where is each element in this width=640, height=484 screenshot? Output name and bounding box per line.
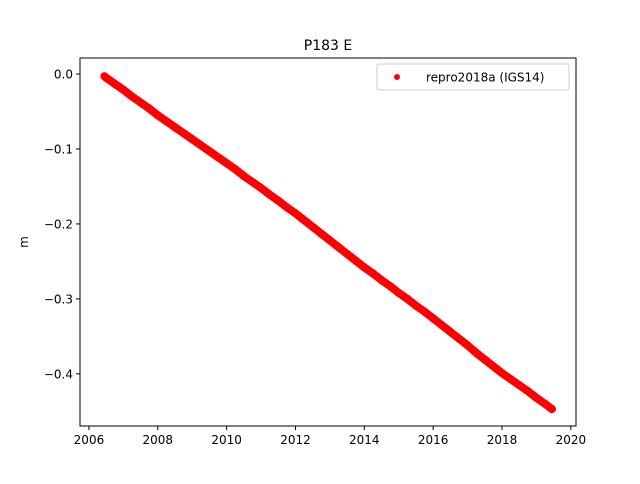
data-point (386, 282, 395, 291)
data-point (497, 369, 506, 378)
data-point (127, 92, 136, 101)
data-point (523, 387, 532, 396)
x-tick-label: 2008 (143, 433, 174, 447)
data-point (547, 405, 556, 414)
data-point (274, 196, 283, 205)
data-point (205, 147, 214, 156)
data-point (282, 203, 291, 212)
data-point (231, 165, 240, 174)
y-tick-label: 0.0 (54, 68, 73, 82)
data-point (351, 256, 360, 265)
data-point (472, 348, 481, 357)
data-point (480, 355, 489, 364)
data-point (420, 307, 429, 316)
data-point (368, 269, 377, 278)
legend-box (376, 63, 570, 91)
data-point (136, 98, 145, 107)
data-point (257, 183, 266, 192)
data-point (541, 399, 550, 408)
y-tick-label: −0.3 (44, 292, 73, 306)
data-point (463, 341, 472, 350)
data-point (437, 321, 446, 330)
data-point (196, 141, 205, 150)
data-point (300, 216, 309, 225)
data-point (317, 229, 326, 238)
data-point (291, 209, 300, 218)
data-point (532, 393, 541, 402)
data-point (360, 263, 369, 272)
x-tick-label: 2010 (211, 433, 242, 447)
data-point (446, 327, 455, 336)
data-point (145, 104, 154, 113)
data-point (162, 117, 171, 126)
y-tick-label: −0.2 (44, 217, 73, 231)
legend: repro2018a (IGS14) (376, 63, 570, 91)
data-point (188, 135, 197, 144)
data-point (308, 222, 317, 231)
y-tick-label: −0.1 (44, 142, 73, 156)
legend-marker (394, 74, 400, 80)
data-point (239, 171, 248, 180)
x-tick-label: 2018 (487, 433, 518, 447)
data-point (411, 301, 420, 310)
data-point (110, 79, 119, 88)
x-tick-label: 2020 (556, 433, 587, 447)
data-point (334, 243, 343, 252)
data-point (343, 249, 352, 258)
plot-area-frame (79, 57, 577, 427)
data-point (179, 129, 188, 138)
data-point (102, 73, 111, 82)
data-point (403, 294, 412, 303)
x-tick-label: 2016 (418, 433, 449, 447)
data-point (394, 288, 403, 297)
y-axis-label: m (17, 236, 31, 248)
data-point (222, 159, 231, 168)
x-tick-label: 2006 (74, 433, 105, 447)
data-point (515, 381, 524, 390)
data-point (506, 375, 515, 384)
y-tick-label: −0.4 (44, 367, 73, 381)
data-point (325, 236, 334, 245)
data-point (377, 276, 386, 285)
data-point (265, 190, 274, 199)
x-tick-label: 2012 (280, 433, 311, 447)
data-point (429, 314, 438, 323)
data-point (171, 123, 180, 132)
data-point (214, 153, 223, 162)
data-point (454, 334, 463, 343)
legend-label: repro2018a (IGS14) (426, 71, 544, 85)
data-point (119, 85, 128, 94)
x-tick-label: 2014 (349, 433, 380, 447)
chart-title: P183 E (304, 38, 352, 54)
data-point (153, 111, 162, 120)
data-point (489, 362, 498, 371)
data-point (248, 177, 257, 186)
